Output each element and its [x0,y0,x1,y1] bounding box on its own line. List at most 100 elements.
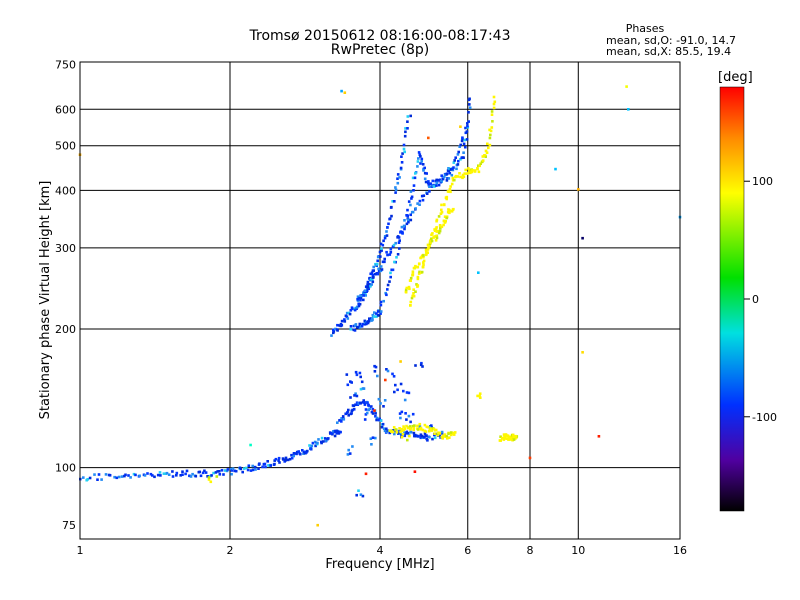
x-mode-point [427,429,431,433]
o-mode-point [376,310,380,313]
x-mode-point [442,219,446,223]
o-mode-point [417,157,420,160]
o-mode-point [403,398,407,402]
x-mode-point [401,432,405,436]
o-mode-point [363,289,367,292]
o-mode-point [416,202,419,205]
o-mode-point [422,169,425,172]
o-mode-point [332,330,336,333]
o-mode-point [428,185,431,188]
outlier-point [554,167,557,171]
o-mode-point [369,277,373,281]
o-mode-point [179,474,182,477]
o-mode-point [374,412,377,415]
o-mode-point [429,182,432,185]
o-mode-point [431,179,435,183]
o-mode-point [266,460,269,463]
o-mode-point [463,138,467,142]
o-mode-point [375,418,378,422]
o-mode-point [349,396,352,399]
outlier-point [340,89,343,93]
o-mode-point [401,230,404,234]
o-mode-point [462,151,465,154]
o-mode-point [340,324,344,327]
o-mode-point [350,381,353,384]
x-mode-point [478,164,481,168]
o-mode-point [407,391,411,395]
o-mode-point [395,256,398,259]
o-mode-point [402,147,406,151]
outlier-point [577,188,580,191]
o-mode-point [153,475,156,479]
o-mode-point [354,392,357,395]
o-mode-point [354,370,358,374]
o-mode-point [353,329,357,332]
x-mode-point [489,133,492,137]
o-mode-point [138,474,141,478]
o-mode-point [418,203,421,206]
o-mode-point [377,313,380,317]
o-mode-point [88,476,92,480]
x-mode-point [448,211,451,215]
o-mode-point [398,247,401,250]
outlier-point [364,472,368,476]
x-mode-point [418,270,421,274]
x-mode-point [430,233,433,237]
x-mode-point [438,229,442,233]
x-mode-point [456,175,460,178]
o-mode-point [379,310,383,313]
outlier-point [384,378,387,382]
x-mode-point [424,248,428,252]
o-mode-point [419,363,423,367]
o-mode-point [299,452,302,456]
o-mode-point [261,465,264,469]
o-mode-point [189,475,193,478]
o-mode-point [199,474,203,478]
o-mode-point [362,399,365,402]
x-mode-point [445,195,449,199]
x-mode-point [437,215,441,218]
o-mode-point [468,103,471,106]
o-mode-point [347,414,350,417]
o-mode-point [393,200,396,203]
x-mode-point [502,438,506,441]
o-mode-point [394,383,397,387]
o-mode-point [345,373,349,376]
x-mode-point [511,433,515,437]
o-mode-point [115,476,119,480]
o-mode-point [385,230,388,233]
x-mode-point [433,235,436,238]
o-mode-point [82,476,85,479]
o-mode-point [462,142,466,146]
o-mode-point [274,457,278,461]
o-mode-point [411,210,415,214]
x-mode-point [412,294,416,298]
o-mode-point [247,464,251,467]
o-mode-point [355,373,359,377]
x-mode-point [411,424,415,428]
o-mode-point [284,456,288,460]
o-mode-point [393,260,396,264]
o-mode-point [181,470,184,473]
o-mode-point [428,426,432,429]
o-mode-point [379,303,383,307]
o-mode-point [371,313,375,317]
o-mode-point [416,165,419,168]
o-mode-point [343,318,346,321]
x-mode-point [492,102,496,106]
o-mode-point [424,434,427,438]
o-mode-point [223,469,227,472]
o-mode-point [366,321,370,325]
o-mode-point [368,283,371,286]
o-mode-point [350,306,354,309]
x-mode-point [512,438,516,441]
o-mode-point [373,311,376,314]
o-mode-point [171,475,175,478]
o-mode-point [461,136,464,139]
x-tick-label: 2 [227,544,234,557]
o-mode-point [313,440,317,444]
o-mode-point [427,180,430,183]
o-mode-point [403,227,406,231]
o-mode-point [416,160,420,163]
o-mode-point [366,286,370,289]
